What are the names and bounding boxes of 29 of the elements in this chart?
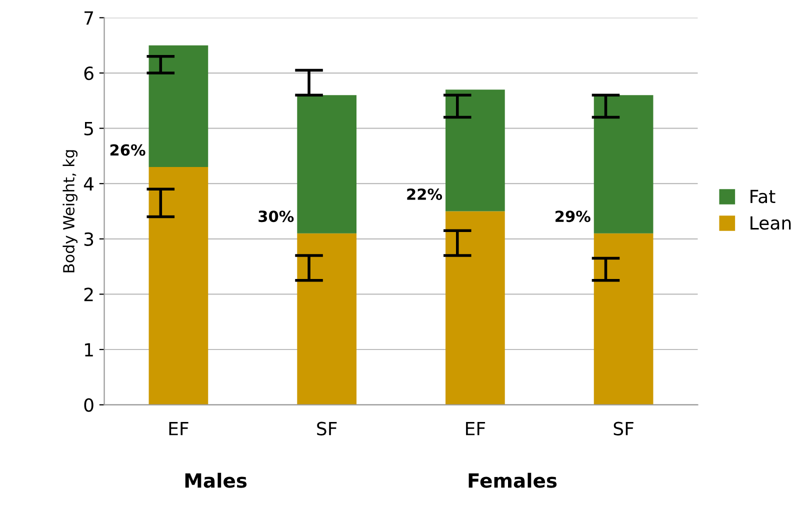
bar — [297, 95, 356, 234]
y-tick-label: 0 — [84, 398, 94, 412]
annotation: 22% — [407, 188, 442, 200]
legend-label: Lean — [750, 216, 791, 230]
annotation: 29% — [556, 210, 590, 222]
x-tick-label: EF — [169, 422, 188, 436]
y-tick-label: 6 — [84, 66, 94, 80]
bar — [446, 90, 505, 212]
bar — [594, 233, 654, 405]
legend-label: Fat — [750, 190, 776, 204]
y-tick-label: 4 — [84, 177, 94, 190]
y-axis-title: Body Weight, kg — [62, 150, 78, 272]
y-tick-label: 1 — [85, 343, 93, 356]
bar — [297, 233, 356, 405]
text: Females — [468, 472, 557, 488]
x-tick-label: SF — [317, 422, 337, 436]
x-tick-label: EF — [466, 422, 486, 436]
text: Males — [185, 472, 247, 488]
annotation: 30% — [258, 210, 294, 222]
y-tick-label: 5 — [84, 122, 93, 136]
bar — [148, 45, 208, 168]
y-tick-label: 7 — [84, 11, 93, 25]
y-tick-label: 3 — [84, 232, 94, 246]
bar — [148, 167, 208, 405]
bar — [594, 95, 654, 234]
bar — [446, 211, 505, 405]
x-tick-label: SF — [614, 422, 634, 436]
annotation: 26% — [110, 144, 146, 156]
y-tick-label: 2 — [84, 288, 93, 302]
